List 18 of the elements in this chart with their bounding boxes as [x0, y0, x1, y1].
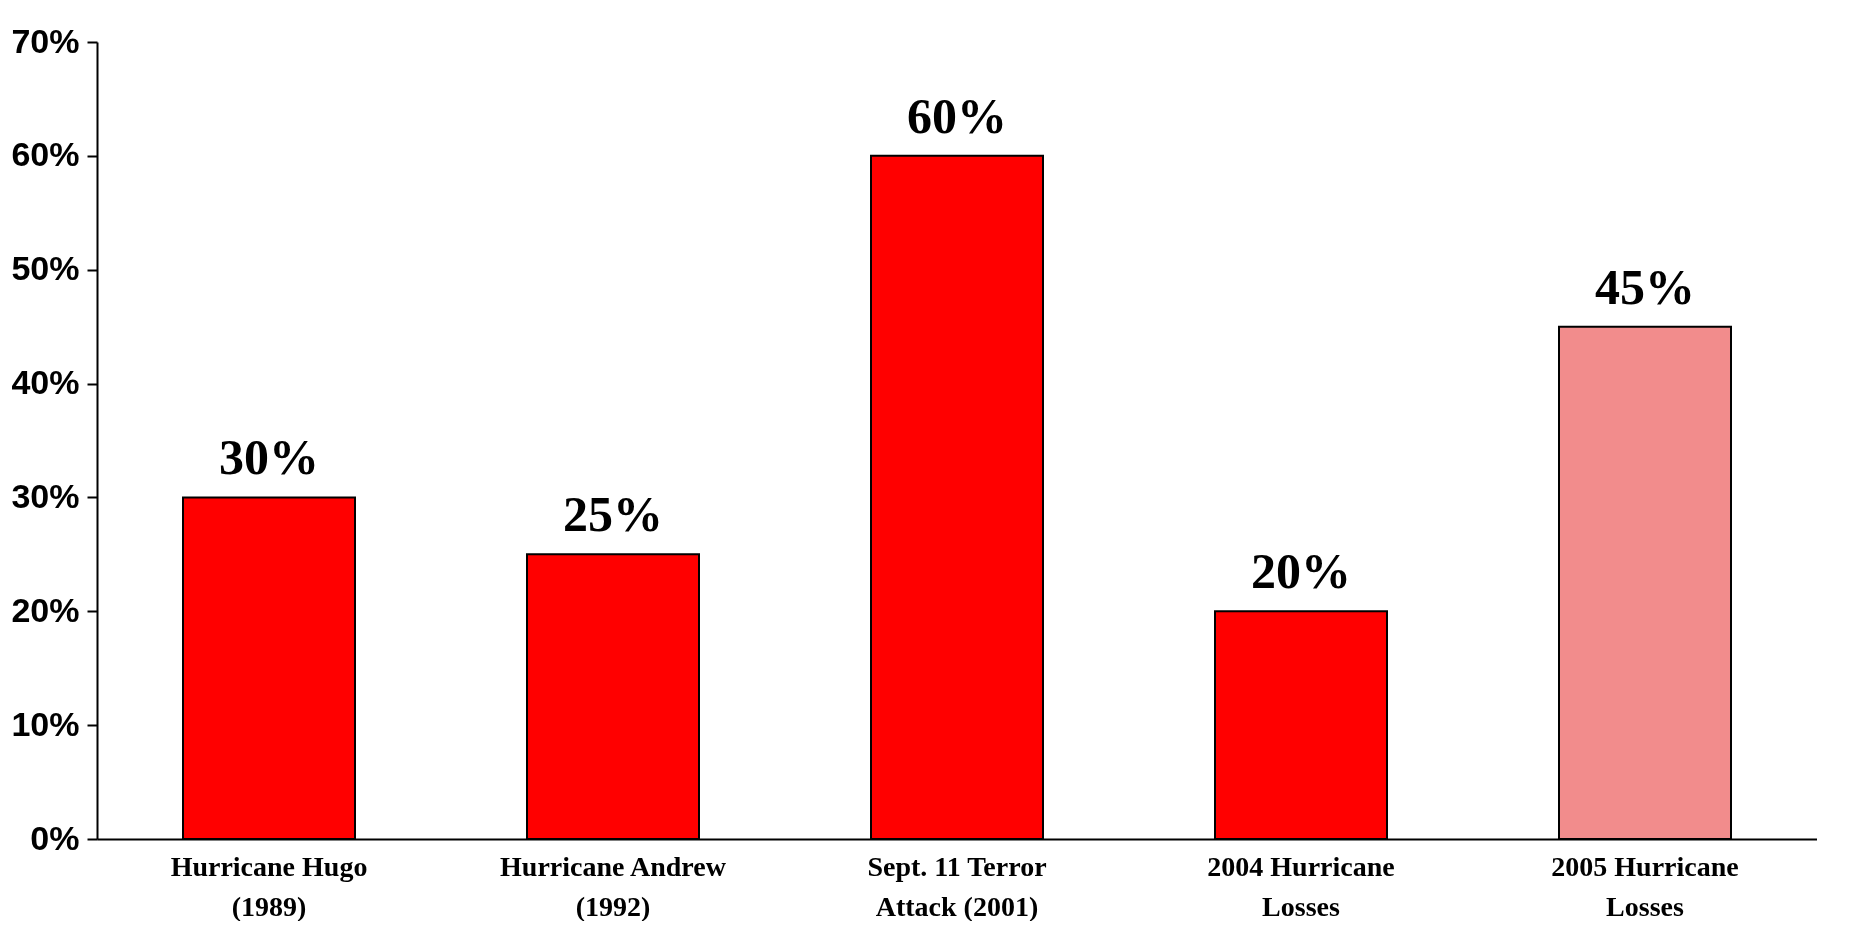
x-tick-label: Hurricane Andrew (1992) [500, 850, 727, 922]
data-label: 20% [1251, 543, 1351, 600]
y-tick-label: 60% [11, 135, 80, 174]
y-tick-label: 10% [11, 704, 80, 743]
y-tick-label: 30% [11, 476, 80, 515]
x-tick-label: 2004 Hurricane Losses [1207, 850, 1395, 922]
x-tick-label: 2005 Hurricane Losses [1551, 850, 1739, 922]
y-tick-label: 70% [11, 21, 80, 60]
x-tick-label: Hurricane Hugo (1989) [170, 850, 368, 922]
data-label: 30% [219, 429, 319, 486]
data-label: 25% [563, 486, 663, 543]
data-label: 45% [1595, 258, 1695, 315]
data-label: 60% [907, 87, 1007, 144]
y-tick-label: 0% [30, 818, 80, 857]
y-tick-label: 50% [11, 249, 80, 288]
y-tick-label: 20% [11, 590, 80, 629]
x-tick-label: Sept. 11 Terror Attack (2001) [867, 850, 1047, 922]
y-tick-label: 40% [11, 363, 80, 402]
